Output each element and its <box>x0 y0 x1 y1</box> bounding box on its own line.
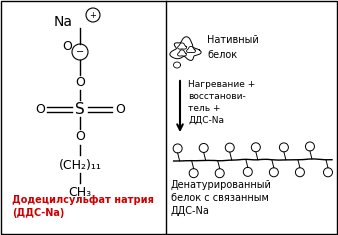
Text: O: O <box>62 39 72 52</box>
Text: Na: Na <box>54 15 73 29</box>
Text: белок с связанным: белок с связанным <box>171 193 268 203</box>
Text: O: O <box>75 130 85 144</box>
Text: CH₃: CH₃ <box>68 185 92 199</box>
Text: Нагревание +: Нагревание + <box>188 80 255 89</box>
Text: (ДДС-Na): (ДДС-Na) <box>12 208 64 218</box>
Text: белок: белок <box>207 50 237 60</box>
Text: тель +: тель + <box>188 104 220 113</box>
Text: −: − <box>76 47 84 57</box>
Text: Денатурированный: Денатурированный <box>171 180 271 190</box>
Text: Нативный: Нативный <box>207 35 259 45</box>
Text: Додецилсульфат натрия: Додецилсульфат натрия <box>12 195 154 205</box>
Text: O: O <box>115 102 125 115</box>
Text: ДДС-Na: ДДС-Na <box>171 206 210 216</box>
Text: +: + <box>90 11 96 20</box>
Text: O: O <box>35 102 45 115</box>
Text: ДДС-Na: ДДС-Na <box>188 116 224 125</box>
Text: O: O <box>75 75 85 89</box>
Text: (CH₂)₁₁: (CH₂)₁₁ <box>58 158 101 172</box>
Text: S: S <box>75 102 85 117</box>
Text: восстанови-: восстанови- <box>188 92 246 101</box>
